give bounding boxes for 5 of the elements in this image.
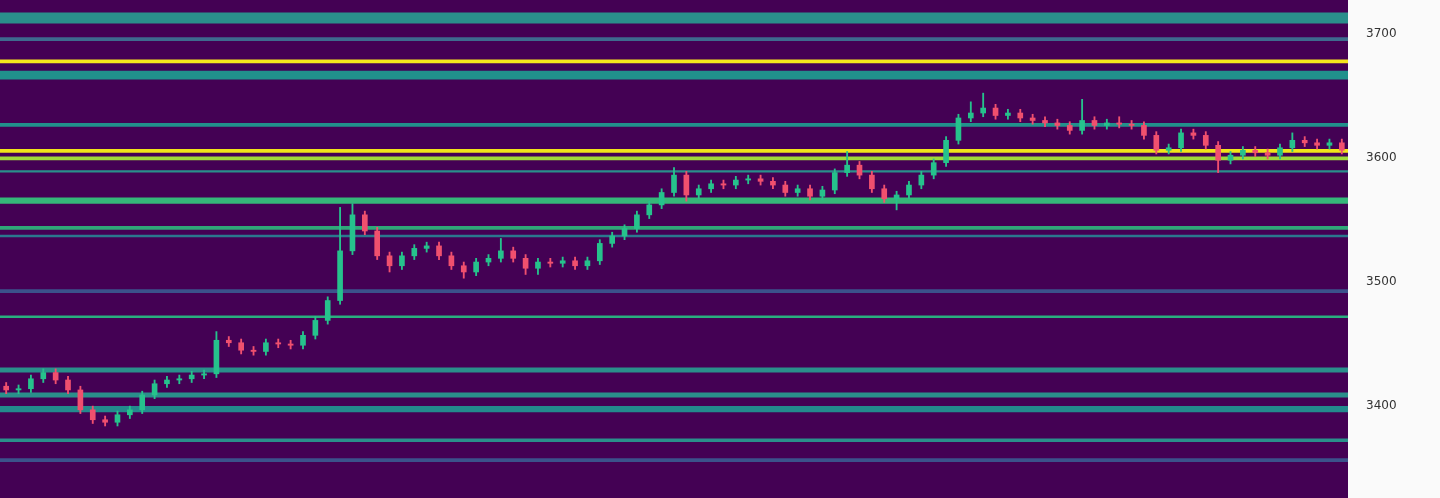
y-tick-label: 3600 [1366,149,1397,164]
y-tick-label: 3700 [1366,25,1397,40]
y-tick-label: 3500 [1366,274,1397,289]
candlestick [1116,116,1123,129]
y-tick-label: 3400 [1366,398,1397,413]
